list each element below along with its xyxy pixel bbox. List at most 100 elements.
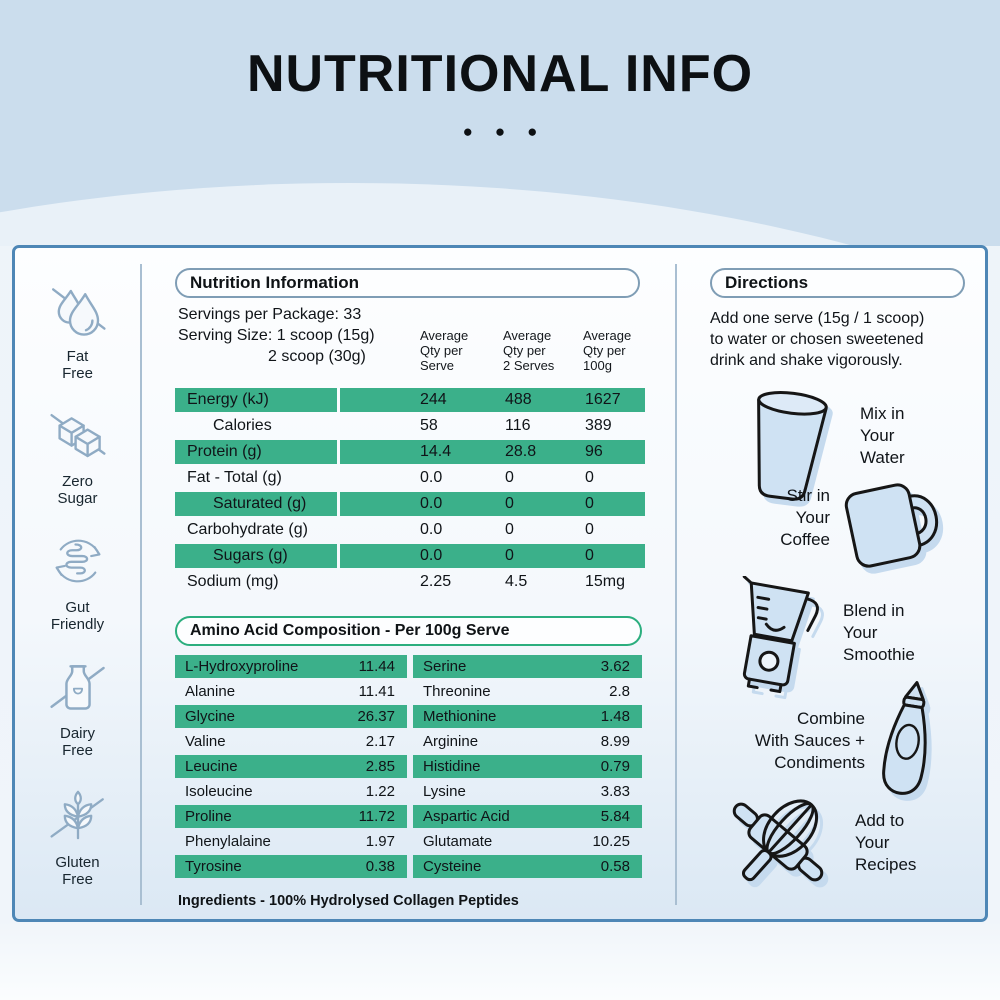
amino-value: 8.99 <box>600 733 630 750</box>
badge-label: Gluten Free <box>55 853 100 888</box>
nutrient-values: 2.25 4.5 15mg <box>340 570 645 594</box>
table-row: Saturated (g) 0.0 0 0 <box>175 492 645 516</box>
value-per-serve: 0.0 <box>420 469 443 486</box>
value-per-2-serves: 0 <box>505 495 514 512</box>
amino-row: Threonine 2.8 <box>413 680 642 703</box>
amino-name: Tyrosine <box>185 858 242 875</box>
blender-icon <box>742 576 819 694</box>
nutrition-table: Energy (kJ) 244 488 1627 Calories 58 116 389 P… <box>175 388 645 596</box>
amino-table-right: Serine 3.62 Threonine 2.8 Methionine 1.48 A… <box>413 655 642 880</box>
badge-gluten-free: Gluten Free <box>45 781 111 888</box>
amino-value: 10.25 <box>592 833 630 850</box>
sugar-cubes-crossed-icon <box>49 413 106 457</box>
amino-value: 2.8 <box>609 683 630 700</box>
amino-row: Arginine 8.99 <box>413 730 642 753</box>
directions-section: Directions Add one serve (15g / 1 scoop)… <box>675 248 985 919</box>
value-per-100g: 0 <box>585 469 594 486</box>
value-per-serve: 0.0 <box>420 495 443 512</box>
directions-header: Directions <box>710 268 965 298</box>
value-per-100g: 389 <box>585 417 612 434</box>
amino-row: Proline 11.72 <box>175 805 407 828</box>
value-per-serve: 14.4 <box>420 443 452 460</box>
nutrition-section: Nutrition Information Servings per Packa… <box>140 248 676 919</box>
amino-value: 11.44 <box>358 658 395 675</box>
value-per-2-serves: 4.5 <box>505 573 528 590</box>
nutrient-values: 0.0 0 0 <box>340 466 645 490</box>
amino-table-left: L-Hydroxyproline 11.44 Alanine 11.41 Glyci… <box>175 655 407 880</box>
step-label-stir-coffee: Stir in Your Coffee <box>780 486 830 549</box>
nutrient-label: Protein (g) <box>175 440 337 464</box>
badge-gut-friendly: Gut Friendly <box>44 528 112 633</box>
amino-name: Isoleucine <box>185 783 253 800</box>
nutrient-label: Energy (kJ) <box>175 388 337 412</box>
amino-name: Methionine <box>423 708 497 725</box>
amino-row: Glycine 26.37 <box>175 705 407 728</box>
title-dots: ●●● <box>462 122 560 141</box>
nutrient-values: 0.0 0 0 <box>340 544 645 568</box>
badge-label: Fat Free <box>62 348 93 383</box>
nutrient-label: Saturated (g) <box>175 492 337 516</box>
divider-directions <box>675 264 677 905</box>
wheat-crossed-icon <box>49 790 104 839</box>
badge-label: Zero Sugar <box>57 472 98 507</box>
mug-icon <box>844 483 939 568</box>
amino-value: 2.17 <box>365 733 395 750</box>
amino-value: 1.48 <box>600 708 630 725</box>
amino-name: Phenylalaine <box>185 833 271 850</box>
value-per-100g: 1627 <box>585 391 621 408</box>
badge-label: Dairy Free <box>59 725 95 760</box>
header-band: NUTRITIONAL INFO ●●● <box>0 0 1000 246</box>
amino-row: Valine 2.17 <box>175 730 407 753</box>
badge-zero-sugar: Zero Sugar <box>45 404 111 507</box>
header-arc-shape <box>0 183 1000 246</box>
label-card: Fat Free Zero Sugar <box>12 245 988 922</box>
nutrient-label: Sodium (mg) <box>187 573 279 590</box>
amino-name: Arginine <box>423 733 479 750</box>
sauce-bottle-icon <box>882 681 927 795</box>
gut-cycle-icon <box>54 539 101 583</box>
servings-per-package: Servings per Package: 33 <box>178 306 362 323</box>
value-per-serve: 2.25 <box>420 573 452 590</box>
amino-value: 3.83 <box>600 783 630 800</box>
value-per-2-serves: 0 <box>505 521 514 538</box>
amino-value: 3.62 <box>600 658 630 675</box>
amino-value: 11.41 <box>358 683 395 700</box>
amino-name: Lysine <box>423 783 466 800</box>
amino-name: Alanine <box>185 683 236 700</box>
value-per-100g: 0 <box>585 521 594 538</box>
page-title: NUTRITIONAL INFO <box>246 45 754 103</box>
value-per-serve: 58 <box>420 417 438 434</box>
table-row: Carbohydrate (g) 0.0 0 0 <box>175 518 645 542</box>
value-per-100g: 96 <box>585 443 603 460</box>
badge-fat-free: Fat Free <box>45 279 111 382</box>
amino-name: Glutamate <box>423 833 493 850</box>
table-row: Sugars (g) 0.0 0 0 <box>175 544 645 568</box>
column-header-per-100g: Average Qty per 100g <box>583 328 632 373</box>
amino-row: Phenylalaine 1.97 <box>175 830 407 853</box>
amino-row: Serine 3.62 <box>413 655 642 678</box>
nutrient-label: Carbohydrate (g) <box>187 521 308 538</box>
milk-bottle-crossed-icon <box>49 665 105 710</box>
value-per-2-serves: 488 <box>505 391 532 408</box>
amino-name: Valine <box>185 733 226 750</box>
amino-value: 0.58 <box>600 858 630 875</box>
amino-value: 0.38 <box>365 858 395 875</box>
amino-name: Threonine <box>423 683 491 700</box>
step-label-add-recipes: Add to Your Recipes <box>855 811 917 874</box>
whisk-rolling-pin-icon <box>732 799 824 882</box>
directions-intro: Add one serve (15g / 1 scoop) to water o… <box>710 310 925 369</box>
column-header-per-serve: Average Qty per Serve <box>420 328 469 373</box>
amino-value: 0.79 <box>600 758 630 775</box>
value-per-100g: 0 <box>585 495 594 512</box>
step-label-blend-smoothie: Blend in Your Smoothie <box>843 601 915 664</box>
value-per-2-serves: 0 <box>505 469 514 486</box>
amino-name: L-Hydroxyproline <box>185 658 299 675</box>
value-per-serve: 0.0 <box>420 547 443 564</box>
amino-value: 26.37 <box>357 708 395 725</box>
amino-row: Lysine 3.83 <box>413 780 642 803</box>
amino-row: Methionine 1.48 <box>413 705 642 728</box>
step-label-combine-sauces: Combine With Sauces + Condiments <box>754 709 865 772</box>
value-per-2-serves: 116 <box>505 417 531 434</box>
amino-name: Aspartic Acid <box>423 808 510 825</box>
amino-acid-header: Amino Acid Composition - Per 100g Serve <box>175 616 642 646</box>
